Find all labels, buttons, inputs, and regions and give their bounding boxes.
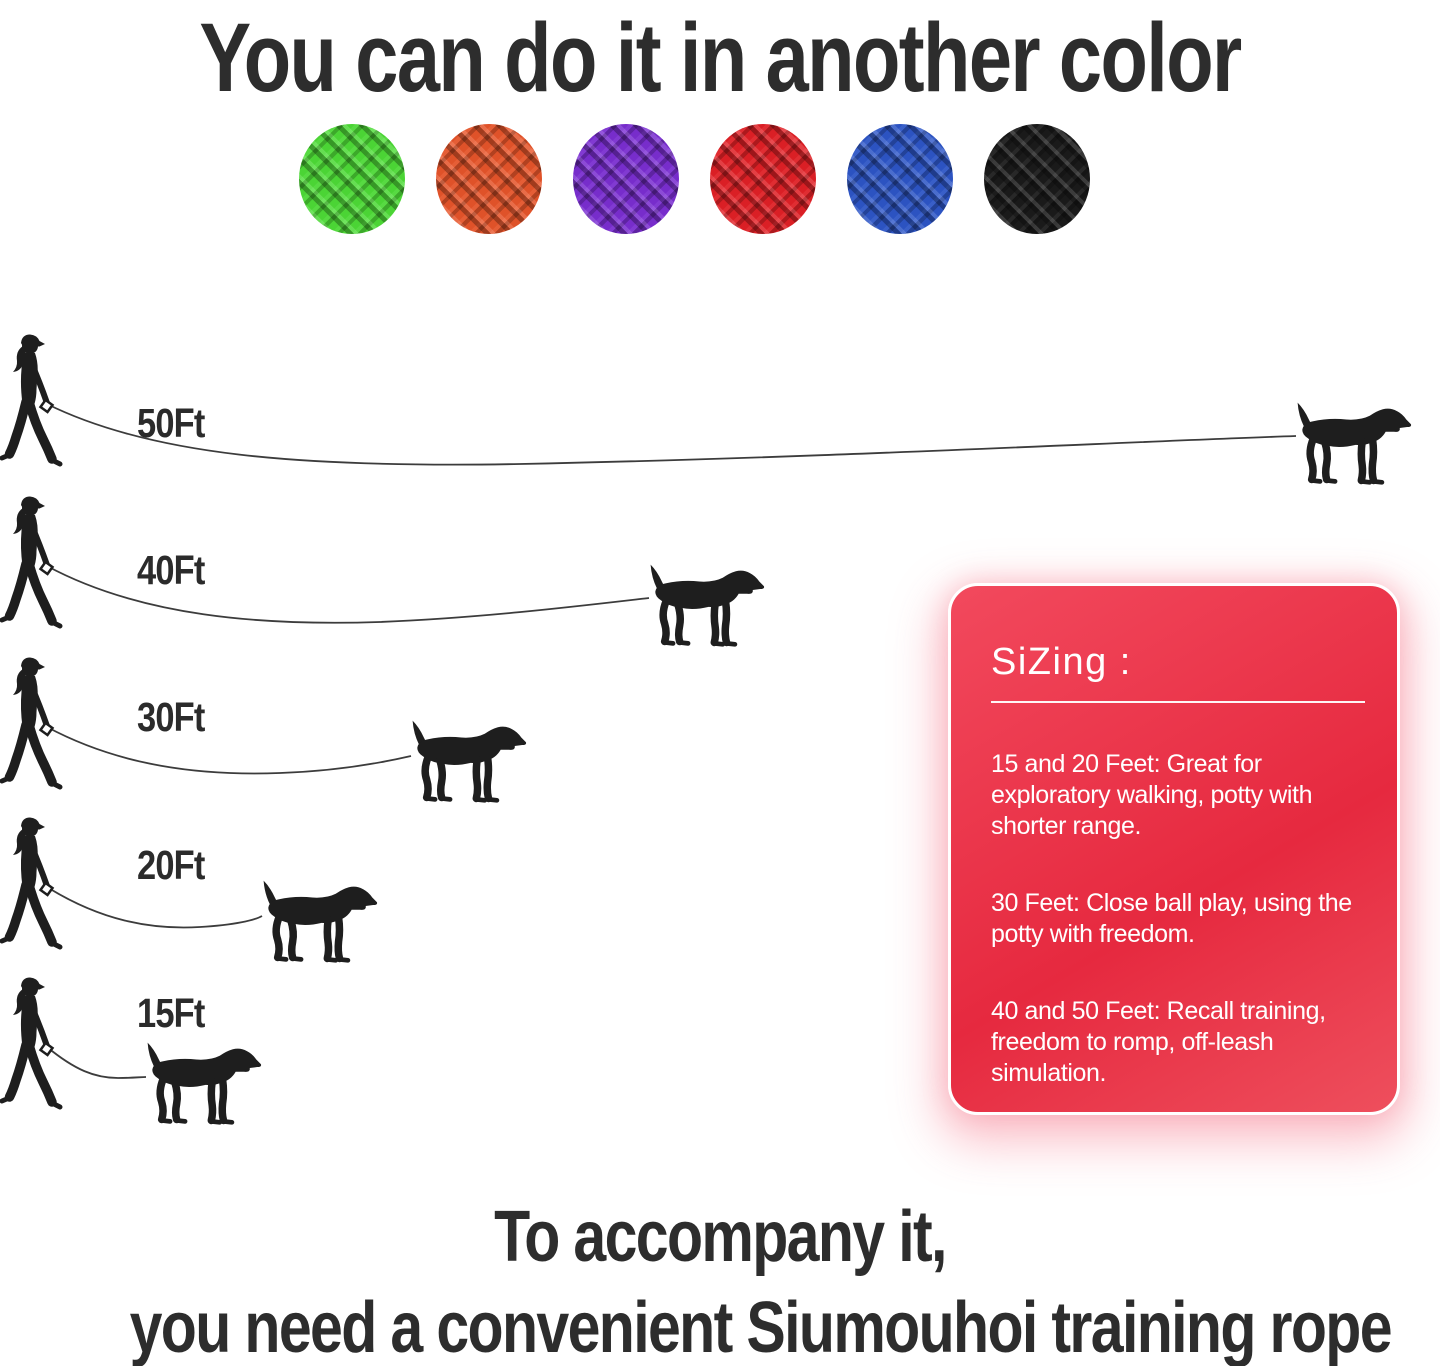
- leash-line-40ft: [46, 565, 650, 624]
- leash-line-50ft: [46, 403, 1297, 466]
- person-silhouette: [2, 497, 60, 627]
- length-label-30ft: 30Ft: [137, 694, 205, 740]
- swatch-red: [710, 124, 816, 234]
- sizing-card-heading: SiZing :: [991, 641, 1132, 683]
- leash-line-20ft: [46, 886, 263, 929]
- weave-texture: [710, 124, 816, 234]
- sizing-paragraph-40-50ft: 40 and 50 Feet: Recall training, freedom…: [991, 997, 1326, 1087]
- weave-texture: [299, 124, 405, 234]
- swatch-blue: [847, 124, 953, 234]
- length-label-15ft: 15Ft: [137, 990, 205, 1036]
- length-label-20ft: 20Ft: [137, 842, 205, 888]
- leash-line-15ft: [46, 1046, 147, 1079]
- weave-texture: [847, 124, 953, 234]
- dog-silhouette: [264, 881, 378, 961]
- weave-texture: [573, 124, 679, 234]
- sizing-paragraph-15-20ft: 15 and 20 Feet: Great for exploratory wa…: [991, 750, 1313, 840]
- weave-texture: [984, 124, 1090, 234]
- footer-line-2: you need a convenient Siumouhoi training…: [129, 1288, 1393, 1366]
- weave-texture: [436, 124, 542, 234]
- page-title: You can do it in another color: [199, 3, 1242, 112]
- dog-silhouette: [148, 1043, 262, 1123]
- length-label-50ft: 50Ft: [137, 400, 205, 446]
- dog-silhouette: [413, 721, 527, 801]
- sizing-paragraph-30ft: 30 Feet: Close ball play, using the pott…: [991, 889, 1352, 948]
- dog-silhouette: [1298, 403, 1412, 483]
- color-swatch-row: [299, 124, 1090, 234]
- person-silhouette: [2, 818, 60, 948]
- swatch-green: [299, 124, 405, 234]
- footer-line-1: To accompany it,: [494, 1197, 947, 1277]
- swatch-black: [984, 124, 1090, 234]
- person-silhouette: [2, 978, 60, 1108]
- leash-line-30ft: [46, 726, 412, 775]
- sizing-card-divider: [991, 701, 1366, 703]
- sizing-card: SiZing : 15 and 20 Feet: Great for explo…: [948, 583, 1400, 1115]
- footer-tagline: To accompany it, you need a convenient S…: [0, 1196, 1440, 1366]
- dog-silhouette: [651, 565, 765, 645]
- swatch-orange: [436, 124, 542, 234]
- person-silhouette: [2, 335, 60, 465]
- length-label-40ft: 40Ft: [137, 547, 205, 593]
- swatch-purple: [573, 124, 679, 234]
- person-silhouette: [2, 658, 60, 788]
